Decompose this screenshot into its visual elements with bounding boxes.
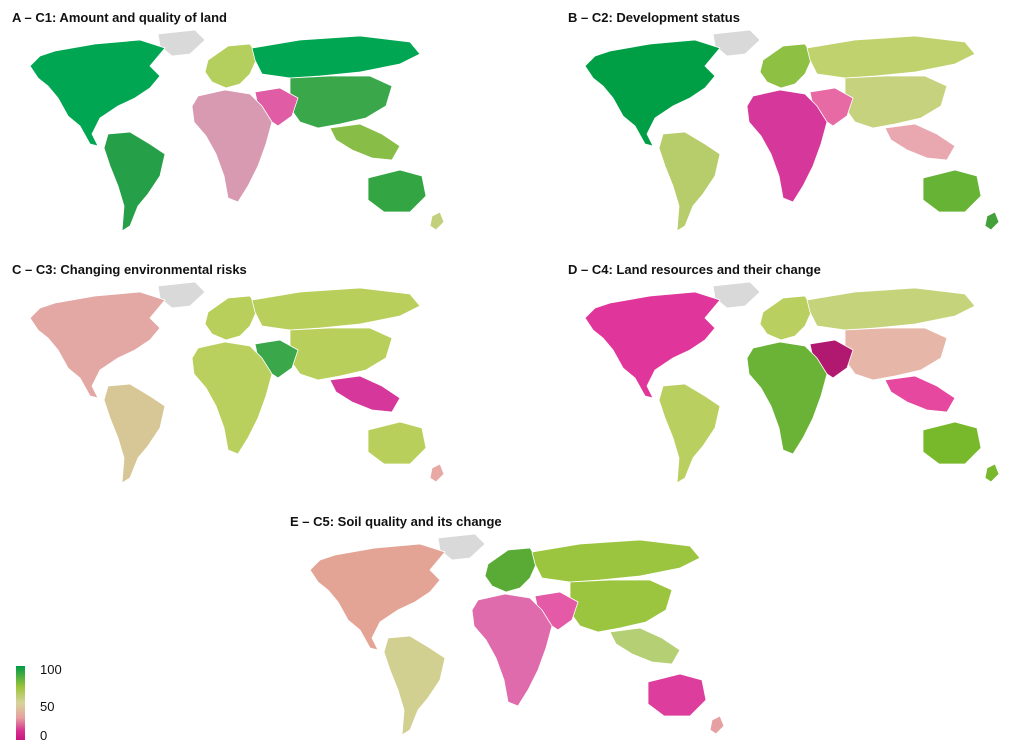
region-sa bbox=[658, 131, 721, 232]
world-map-e bbox=[309, 533, 725, 736]
region-au bbox=[367, 169, 427, 213]
region-eu bbox=[759, 295, 814, 341]
region-eu bbox=[204, 295, 259, 341]
panel-b-title: B – C2: Development status bbox=[568, 10, 740, 25]
region-greenland bbox=[712, 29, 761, 57]
region-nz bbox=[709, 715, 725, 735]
region-sa bbox=[658, 383, 721, 484]
region-ru bbox=[251, 35, 421, 79]
region-greenland bbox=[157, 29, 206, 57]
region-eu bbox=[759, 43, 814, 89]
region-ru bbox=[531, 539, 701, 583]
region-asia bbox=[289, 75, 393, 129]
region-sa bbox=[103, 131, 166, 232]
region-eu bbox=[484, 547, 539, 593]
region-ru bbox=[251, 287, 421, 331]
world-map-d bbox=[584, 281, 1000, 484]
region-asia bbox=[289, 327, 393, 381]
region-au bbox=[647, 673, 707, 717]
region-nz bbox=[429, 463, 445, 483]
region-na bbox=[309, 543, 446, 651]
color-scale-legend: 100 50 0 bbox=[14, 662, 94, 744]
region-af bbox=[471, 593, 553, 707]
region-sea bbox=[609, 627, 681, 665]
panel-e-title: E – C5: Soil quality and its change bbox=[290, 514, 502, 529]
region-sea bbox=[329, 375, 401, 413]
region-greenland bbox=[712, 281, 761, 309]
panel-d-title: D – C4: Land resources and their change bbox=[568, 262, 821, 277]
panel-c-title: C – C3: Changing environmental risks bbox=[12, 262, 247, 277]
region-af bbox=[191, 89, 273, 203]
region-greenland bbox=[157, 281, 206, 309]
region-sea bbox=[884, 123, 956, 161]
region-au bbox=[367, 421, 427, 465]
world-map-b bbox=[584, 29, 1000, 232]
region-nz bbox=[429, 211, 445, 231]
panel-a-title: A – C1: Amount and quality of land bbox=[12, 10, 227, 25]
legend-mid-label: 50 bbox=[40, 699, 55, 714]
region-greenland bbox=[437, 533, 486, 561]
region-na bbox=[29, 39, 166, 147]
legend-min-label: 0 bbox=[40, 728, 48, 743]
region-eu bbox=[204, 43, 259, 89]
region-na bbox=[584, 291, 721, 399]
region-af bbox=[746, 89, 828, 203]
region-ru bbox=[806, 287, 976, 331]
region-nz bbox=[984, 211, 1000, 231]
region-au bbox=[922, 421, 982, 465]
legend-max-label: 100 bbox=[40, 662, 62, 677]
region-sea bbox=[329, 123, 401, 161]
region-af bbox=[191, 341, 273, 455]
region-na bbox=[584, 39, 721, 147]
region-ru bbox=[806, 35, 976, 79]
region-nz bbox=[984, 463, 1000, 483]
region-sea bbox=[884, 375, 956, 413]
world-map-c bbox=[29, 281, 445, 484]
region-sa bbox=[383, 635, 446, 736]
region-au bbox=[922, 169, 982, 213]
region-asia bbox=[844, 327, 948, 381]
region-af bbox=[746, 341, 828, 455]
region-sa bbox=[103, 383, 166, 484]
world-map-a bbox=[29, 29, 445, 232]
region-na bbox=[29, 291, 166, 399]
region-asia bbox=[844, 75, 948, 129]
region-asia bbox=[569, 579, 673, 633]
color-scale-bar bbox=[16, 666, 25, 740]
